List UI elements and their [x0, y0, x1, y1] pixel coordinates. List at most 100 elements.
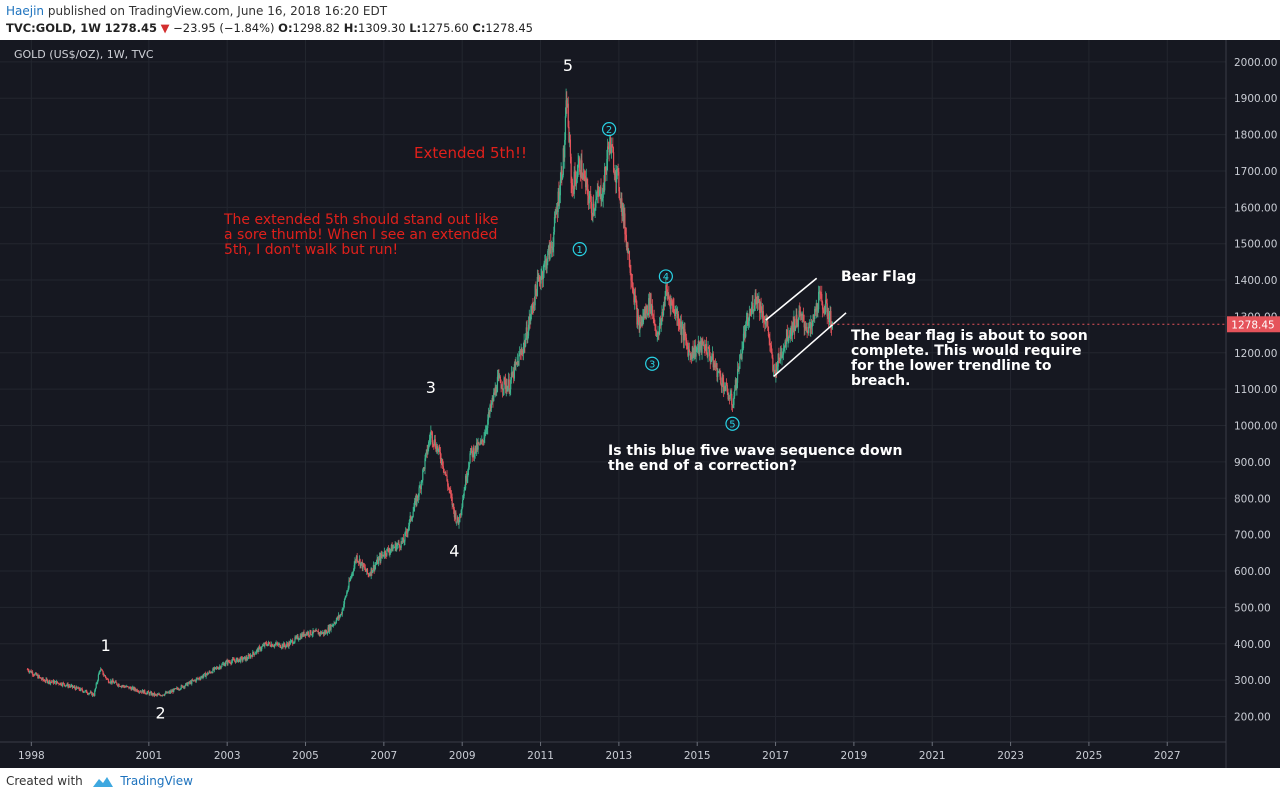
candle-body	[756, 296, 759, 305]
candle-body	[239, 658, 241, 662]
candle-body	[635, 298, 637, 306]
candle-body	[243, 656, 246, 658]
candle-body	[801, 313, 803, 316]
candle-body	[421, 480, 423, 482]
candle-body	[286, 643, 289, 645]
candle-body	[436, 446, 439, 452]
candle-body	[307, 632, 309, 635]
candle-body	[192, 680, 194, 681]
x-tick-label: 2027	[1154, 750, 1181, 762]
candle-body	[655, 331, 658, 337]
candle-body	[436, 446, 438, 452]
candle-body	[111, 680, 113, 683]
candle-body	[544, 261, 546, 263]
candle-body	[404, 533, 406, 542]
candle-body	[686, 343, 688, 347]
candle-body	[555, 213, 557, 215]
y-tick-label: 1700.00	[1234, 166, 1277, 178]
x-tick-label: 2011	[527, 750, 554, 762]
candle-body	[539, 277, 541, 282]
candle-body	[333, 622, 335, 625]
candle-body	[40, 677, 42, 679]
candle-body	[798, 310, 800, 320]
candle-body	[731, 404, 734, 408]
candle-body	[810, 322, 813, 327]
candle-body	[218, 667, 220, 670]
candle-body	[75, 686, 77, 690]
candle-body	[648, 298, 650, 315]
chart-area[interactable]: 1 2 3 4 5 1 2 3 4 5 GOLD (US$/OZ), 1W, TVC Extend…	[0, 40, 1280, 768]
candle-body	[626, 242, 628, 248]
candle-body	[191, 680, 193, 684]
candle-body	[102, 670, 104, 675]
candle-body	[185, 682, 188, 684]
candle-body	[458, 522, 460, 525]
candle-body	[396, 544, 399, 546]
candle-body	[268, 642, 270, 644]
candle-body	[779, 351, 782, 361]
author-link[interactable]: Haejin	[6, 4, 45, 18]
candle-body	[767, 321, 769, 327]
candle-body	[644, 309, 646, 319]
candle-body	[766, 321, 768, 323]
wave-labels: 1 2 3 4 5 1 2 3 4 5	[101, 56, 740, 722]
candle-body	[329, 625, 331, 630]
candle-body	[296, 635, 298, 637]
candle-body	[462, 500, 464, 507]
candle-body	[435, 447, 437, 452]
candle-body	[132, 687, 135, 690]
candle-body	[251, 655, 253, 657]
candle-body	[756, 299, 758, 305]
candle-body	[750, 313, 752, 315]
candle-body	[77, 687, 79, 689]
candle-body	[336, 617, 338, 620]
candle-body	[328, 627, 330, 632]
candle-body	[170, 690, 172, 693]
candle-body	[57, 682, 59, 684]
candle-body	[492, 397, 494, 402]
candle-body	[263, 644, 265, 647]
candle-body	[195, 678, 197, 682]
candle-body	[61, 685, 63, 686]
candle-body	[708, 348, 711, 356]
candle-body	[433, 444, 435, 445]
wave-circle-label-4: 4	[663, 272, 669, 283]
candle-body	[360, 562, 362, 567]
candle-body	[114, 681, 116, 683]
candle-body	[151, 693, 153, 696]
candle-body	[355, 560, 357, 562]
candle-body	[142, 690, 144, 694]
x-tick-label: 2003	[214, 750, 241, 762]
candle-body	[818, 291, 820, 310]
candle-body	[182, 685, 184, 688]
candle-body	[50, 681, 52, 684]
x-tick-label: 2007	[370, 750, 397, 762]
candle-body	[725, 382, 728, 386]
candle-body	[501, 388, 504, 391]
candle-body	[557, 191, 559, 213]
candle-body	[237, 659, 240, 663]
candle-body	[141, 691, 143, 693]
candle-body	[372, 565, 375, 571]
time-axis[interactable]: 1998 2001 2003 2005 2007 2009 2011 2013 2015 2017…	[18, 742, 1181, 762]
candle-body	[128, 686, 130, 689]
candle-body	[322, 631, 325, 635]
candle-body	[370, 568, 372, 576]
tradingview-brand-link[interactable]: TradingView	[120, 774, 193, 788]
candle-body	[538, 277, 540, 280]
candle-body	[607, 146, 609, 160]
candle-body	[817, 309, 819, 311]
candle-body	[807, 330, 809, 333]
candle-body	[154, 694, 156, 696]
candle-body	[332, 624, 334, 626]
candle-body	[90, 692, 92, 693]
candle-body	[676, 309, 678, 319]
candle-body	[367, 573, 369, 575]
price-axis[interactable]: 200.00 300.00 400.00 500.00 600.00 700.00 800.…	[1234, 57, 1277, 724]
candle-body	[444, 472, 446, 473]
y-tick-label: 2000.00	[1234, 57, 1277, 69]
candle-body	[411, 517, 413, 519]
candle-body	[811, 320, 813, 327]
chart-svg[interactable]: 1 2 3 4 5 1 2 3 4 5 GOLD (US$/OZ), 1W, TVC Extend…	[0, 40, 1280, 768]
candle-body	[598, 193, 600, 196]
